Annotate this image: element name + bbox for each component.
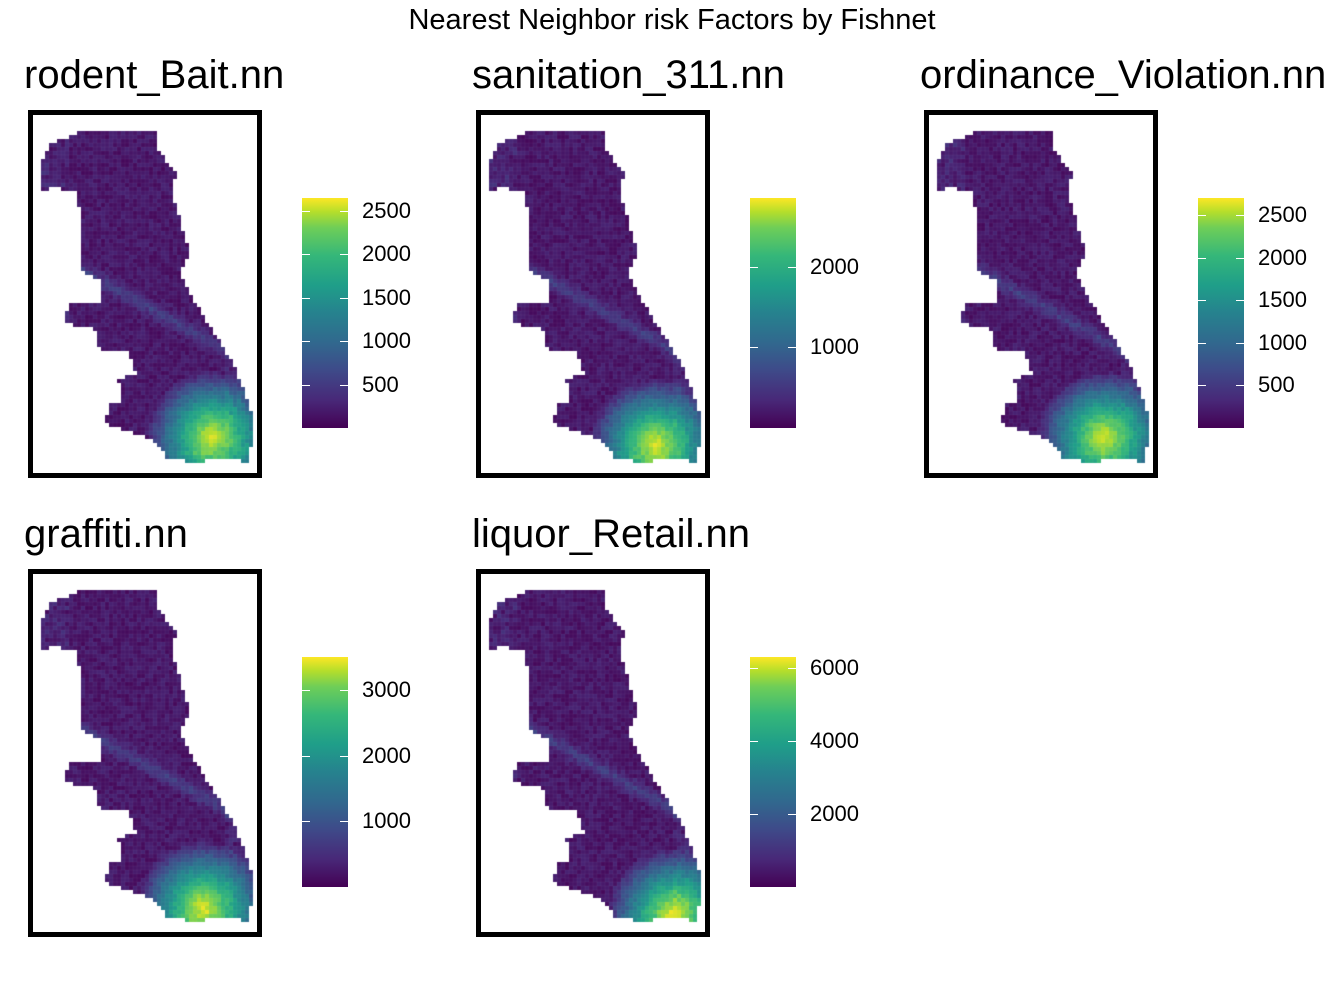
colorbar-tick <box>340 211 348 213</box>
panel-title: sanitation_311.nn <box>472 53 785 97</box>
fishnet-heatmap <box>481 115 705 473</box>
colorbar-tick-label: 500 <box>362 371 399 397</box>
colorbar <box>750 198 796 428</box>
color-legend: 500 1000 1500 2000 2500 <box>1198 198 1307 428</box>
colorbar-tick-label: 1000 <box>362 808 411 834</box>
colorbar-tick-label: 2500 <box>1258 202 1307 228</box>
colorbar <box>1198 198 1244 428</box>
colorbar-tick-label: 1000 <box>362 328 411 354</box>
colorbar-tick-label: 2000 <box>810 800 859 826</box>
colorbar-tick <box>340 341 348 343</box>
colorbar-tick-label: 1000 <box>1258 329 1307 355</box>
colorbar-tick <box>302 384 310 386</box>
map-panel-ordinance-violation: ordinance_Violation.nn 500 1000 1500 2000 25… <box>896 52 1344 522</box>
colorbar-tick <box>1236 385 1244 387</box>
colorbar-tick <box>302 689 310 691</box>
colorbar-tick <box>302 297 310 299</box>
map-panel-sanitation-311: sanitation_311.nn 1000 2000 <box>448 52 896 522</box>
colorbar-tick <box>302 821 310 823</box>
colorbar-tick <box>1198 215 1206 217</box>
colorbar-tick <box>340 384 348 386</box>
colorbar-tick <box>1236 342 1244 344</box>
colorbar-tick <box>302 254 310 256</box>
colorbar-tick <box>340 755 348 757</box>
colorbar-tick <box>788 667 796 669</box>
colorbar-tick <box>1236 300 1244 302</box>
colorbar-tick-label: 2000 <box>362 241 411 267</box>
map-frame <box>28 110 262 478</box>
colorbar-tick <box>1236 257 1244 259</box>
colorbar-tick <box>1198 257 1206 259</box>
panel-title: rodent_Bait.nn <box>24 53 285 97</box>
colorbar-tick <box>750 740 758 742</box>
colorbar-tick <box>1198 300 1206 302</box>
colorbar-tick <box>1198 342 1206 344</box>
colorbar-tick-label: 2000 <box>362 742 411 768</box>
colorbar-tick <box>340 297 348 299</box>
colorbar <box>302 198 348 428</box>
map-panel-rodent-bait: rodent_Bait.nn 500 1000 1500 2000 2500 <box>0 52 448 522</box>
colorbar-tick <box>302 341 310 343</box>
map-panel-graffiti: graffiti.nn 1000 2000 3000 <box>0 511 448 981</box>
colorbar-tick <box>788 347 796 349</box>
colorbar <box>750 657 796 887</box>
colorbar-tick-label: 1000 <box>810 334 859 360</box>
colorbar-tick <box>750 667 758 669</box>
panel-title: graffiti.nn <box>24 512 188 556</box>
colorbar-tick <box>788 266 796 268</box>
colorbar-tick <box>340 254 348 256</box>
colorbar-tick <box>750 813 758 815</box>
colorbar-tick <box>788 740 796 742</box>
colorbar-tick-label: 1500 <box>1258 287 1307 313</box>
map-frame <box>476 110 710 478</box>
colorbar-tick <box>302 211 310 213</box>
colorbar-tick-label: 4000 <box>810 727 859 753</box>
color-legend: 1000 2000 <box>750 198 859 428</box>
panel-title: ordinance_Violation.nn <box>920 53 1327 97</box>
color-legend: 2000 4000 6000 <box>750 655 859 887</box>
fishnet-heatmap <box>33 574 257 932</box>
colorbar-tick <box>750 347 758 349</box>
colorbar-tick <box>788 813 796 815</box>
panel-title: liquor_Retail.nn <box>472 512 750 556</box>
fishnet-heatmap <box>481 574 705 932</box>
color-legend: 500 1000 1500 2000 2500 <box>302 198 411 428</box>
map-panel-liquor-retail: liquor_Retail.nn 2000 4000 6000 <box>448 511 896 981</box>
colorbar-tick <box>340 689 348 691</box>
map-frame <box>28 569 262 937</box>
colorbar-tick <box>1198 385 1206 387</box>
figure-title: Nearest Neighbor risk Factors by Fishnet <box>408 4 936 36</box>
colorbar-tick-label: 500 <box>1258 372 1295 398</box>
colorbar-tick-label: 2500 <box>362 198 411 224</box>
fishnet-heatmap <box>33 115 257 473</box>
map-frame <box>924 110 1158 478</box>
colorbar-tick-label: 3000 <box>362 676 411 702</box>
colorbar <box>302 657 348 887</box>
colorbar-tick <box>302 755 310 757</box>
colorbar-tick <box>750 266 758 268</box>
colorbar-tick-label: 1500 <box>362 284 411 310</box>
colorbar-tick-label: 2000 <box>810 253 859 279</box>
colorbar-tick-label: 6000 <box>810 654 859 680</box>
colorbar-tick-label: 2000 <box>1258 244 1307 270</box>
fishnet-heatmap <box>929 115 1153 473</box>
colorbar-tick <box>340 821 348 823</box>
map-frame <box>476 569 710 937</box>
colorbar-tick <box>1236 215 1244 217</box>
color-legend: 1000 2000 3000 <box>302 657 411 887</box>
